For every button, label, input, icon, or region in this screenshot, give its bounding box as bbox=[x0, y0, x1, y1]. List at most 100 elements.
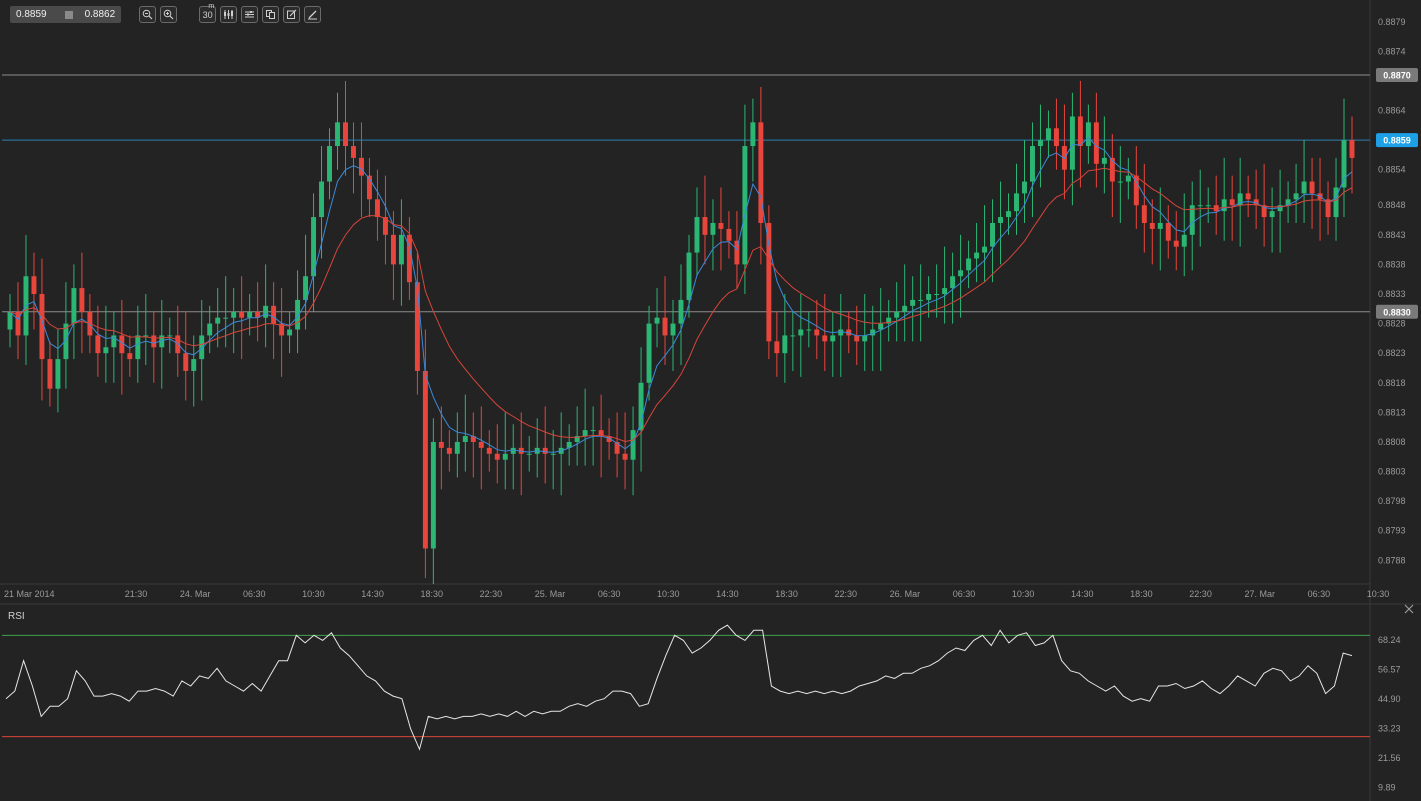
candle-body bbox=[742, 146, 748, 265]
zoom-out-button[interactable] bbox=[139, 6, 157, 23]
candle-body bbox=[750, 122, 756, 147]
candle-body bbox=[247, 311, 253, 318]
candle-body bbox=[279, 323, 285, 336]
candle-body bbox=[1301, 181, 1307, 194]
candle-body bbox=[990, 222, 996, 247]
time-tick-label: 10:30 bbox=[657, 589, 680, 599]
indicators-button[interactable] bbox=[241, 6, 259, 23]
candle-body bbox=[39, 294, 45, 360]
candle-body bbox=[1245, 193, 1251, 200]
current-price-label: 0.8859 bbox=[1383, 136, 1411, 146]
candle-body bbox=[374, 199, 380, 218]
timeframe-value: 30 bbox=[202, 9, 213, 20]
candle-body bbox=[1229, 199, 1235, 206]
time-tick-label: 24. Mar bbox=[180, 589, 211, 599]
candle-body bbox=[438, 441, 444, 448]
ask-price: 0.8862 bbox=[84, 9, 116, 20]
time-tick-label: 06:30 bbox=[243, 589, 266, 599]
candle-body bbox=[103, 347, 109, 354]
candle-body bbox=[1022, 181, 1027, 194]
candle-body bbox=[119, 335, 125, 354]
candle-body bbox=[454, 441, 460, 454]
candle-body bbox=[263, 305, 269, 318]
candle-body bbox=[718, 222, 724, 229]
candle-body bbox=[566, 441, 572, 448]
candle-body bbox=[782, 335, 788, 354]
candle-body bbox=[470, 436, 476, 442]
time-tick-label: 06:30 bbox=[598, 589, 621, 599]
candle-body bbox=[486, 447, 492, 454]
candle-body bbox=[7, 311, 13, 330]
candle-body bbox=[678, 299, 684, 324]
time-tick-label: 06:30 bbox=[1308, 589, 1331, 599]
candle-body bbox=[1125, 175, 1131, 182]
candle-body bbox=[878, 323, 884, 330]
candle-body bbox=[1349, 140, 1355, 158]
candle-body bbox=[590, 430, 596, 432]
time-tick-label: 18:30 bbox=[420, 589, 443, 599]
candle-body bbox=[734, 240, 740, 265]
candle-body bbox=[55, 359, 61, 389]
candle-body bbox=[255, 311, 261, 318]
candle-body bbox=[398, 234, 404, 265]
rsi-tick-label: 9.89 bbox=[1378, 783, 1396, 793]
rsi-tick-label: 68.24 bbox=[1378, 635, 1401, 645]
price-box[interactable]: 0.8859 0.8862 bbox=[10, 6, 122, 23]
templates-button[interactable] bbox=[262, 6, 280, 23]
candle-body bbox=[183, 353, 189, 371]
candle-body bbox=[862, 335, 868, 342]
candle-body bbox=[894, 311, 900, 318]
close-rsi-button[interactable] bbox=[1402, 603, 1416, 617]
candle-body bbox=[510, 447, 516, 454]
price-level-label: 0.8870 bbox=[1383, 71, 1411, 81]
candle-body bbox=[1197, 205, 1203, 207]
candle-body bbox=[686, 252, 692, 300]
chart-type-icon bbox=[224, 10, 234, 19]
candle-body bbox=[335, 122, 340, 147]
candle-body bbox=[838, 329, 844, 336]
price-tick-label: 0.8833 bbox=[1378, 289, 1406, 299]
candle-body bbox=[295, 299, 301, 330]
zoom-in-button[interactable] bbox=[160, 6, 178, 23]
candle-body bbox=[199, 335, 205, 360]
candle-body bbox=[1141, 205, 1147, 223]
candle-body bbox=[494, 453, 500, 460]
candle-body bbox=[430, 441, 436, 549]
timeframe-unit: m bbox=[208, 3, 215, 10]
timeframe-button[interactable]: 30 m bbox=[199, 3, 217, 23]
candle-body bbox=[1053, 128, 1059, 147]
candle-body bbox=[1181, 234, 1187, 247]
edit-button[interactable] bbox=[283, 6, 301, 23]
candle-body bbox=[390, 234, 396, 265]
candle-body bbox=[918, 299, 924, 301]
candle-body bbox=[622, 453, 628, 460]
candle-body bbox=[15, 311, 21, 336]
draw-button[interactable] bbox=[304, 6, 322, 23]
time-tick-label: 18:30 bbox=[1130, 589, 1153, 599]
candle-body bbox=[710, 222, 716, 235]
candle-body bbox=[502, 453, 508, 460]
draw-icon bbox=[308, 10, 318, 20]
zoom-out-icon bbox=[142, 9, 153, 20]
candle-body bbox=[478, 441, 484, 448]
time-tick-label: 10:30 bbox=[1012, 589, 1035, 599]
candle-body bbox=[343, 122, 348, 147]
candle-body bbox=[462, 436, 468, 442]
candle-body bbox=[958, 270, 964, 277]
toolbar: 0.8859 0.8862 30 m bbox=[10, 3, 322, 24]
price-level-label: 0.8830 bbox=[1383, 307, 1411, 317]
candle-body bbox=[159, 335, 165, 348]
candle-body bbox=[207, 323, 213, 336]
price-tick-label: 0.8793 bbox=[1378, 526, 1406, 536]
candle-body bbox=[1309, 181, 1315, 194]
chart-type-button[interactable] bbox=[220, 6, 238, 23]
candle-body bbox=[598, 430, 604, 437]
candle-body bbox=[1333, 187, 1339, 218]
candle-body bbox=[774, 341, 780, 354]
candle-body bbox=[271, 305, 277, 324]
price-tick-label: 0.8854 bbox=[1378, 165, 1406, 175]
price-tick-label: 0.8874 bbox=[1378, 46, 1406, 56]
candle-body bbox=[1221, 199, 1227, 212]
candle-body bbox=[886, 317, 892, 324]
